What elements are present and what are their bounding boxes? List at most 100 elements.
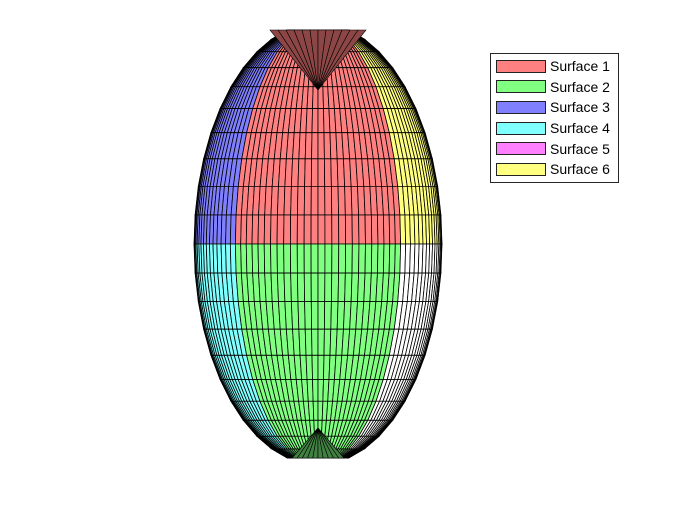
cap-face — [317, 29, 367, 91]
surface-face — [312, 379, 319, 402]
surface-face — [330, 272, 339, 303]
surface-face — [338, 214, 346, 245]
surface-face — [347, 448, 366, 459]
surface-face — [283, 185, 292, 216]
surface-face — [276, 243, 285, 274]
surface-face — [303, 272, 312, 303]
legend-entry: Surface 2 — [491, 77, 618, 98]
surface-face — [312, 400, 319, 421]
surface-face — [303, 185, 312, 216]
surface-face — [290, 185, 299, 216]
surface-face — [377, 243, 385, 274]
surface-face — [351, 243, 360, 274]
surface-face — [303, 243, 312, 274]
surface-face — [377, 214, 385, 245]
surface-face — [344, 214, 353, 245]
surface-face — [310, 214, 319, 245]
top-cap — [269, 29, 367, 91]
surface-face — [245, 214, 254, 245]
surface-face — [310, 301, 319, 330]
surface-face — [305, 108, 313, 134]
surface-face — [317, 185, 326, 216]
legend-entry: Surface 6 — [491, 159, 618, 180]
legend: Surface 1 Surface 2 Surface 3 Surface 4 Surf… — [490, 53, 619, 183]
surface-face — [358, 243, 366, 274]
legend-label: Surface 6 — [550, 161, 610, 178]
surface-face — [317, 158, 326, 187]
surface-face — [297, 158, 306, 187]
surface-face — [337, 272, 346, 303]
surface-face — [297, 272, 306, 303]
surface-face — [312, 86, 319, 109]
surface-face — [364, 243, 373, 274]
surface-face — [296, 243, 305, 274]
legend-label: Surface 4 — [550, 120, 610, 137]
legend-swatch — [496, 162, 546, 176]
surface-face — [297, 301, 306, 330]
surface-face — [324, 272, 333, 303]
surface-faces — [193, 29, 443, 459]
surface-face — [283, 214, 292, 245]
surface-face — [351, 214, 360, 245]
surface-face — [317, 272, 326, 303]
surface-face — [283, 272, 292, 303]
surface-face — [311, 328, 319, 356]
legend-swatch — [496, 142, 546, 156]
surface-face — [304, 132, 313, 160]
surface-face — [317, 132, 325, 160]
surface-face — [317, 108, 325, 134]
surface-face — [257, 243, 266, 274]
legend-swatch — [496, 121, 546, 135]
surface-face — [296, 214, 305, 245]
surface-face — [263, 243, 272, 274]
legend-entry: Surface 4 — [491, 118, 618, 139]
surface-face — [310, 158, 319, 187]
surface-face — [305, 354, 313, 380]
surface-face — [324, 158, 332, 187]
surface-face — [331, 243, 340, 274]
surface-face — [330, 185, 339, 216]
legend-entry: Surface 3 — [491, 97, 618, 118]
surface-face — [276, 214, 285, 245]
surface-face — [338, 243, 346, 274]
legend-swatch — [496, 59, 546, 73]
surface-face — [257, 214, 266, 245]
surface-face — [311, 132, 319, 160]
surface-face — [370, 243, 379, 274]
surface-face — [382, 243, 391, 274]
surface-face — [358, 214, 366, 245]
surface-face — [283, 243, 292, 274]
legend-entry: Surface 1 — [491, 56, 618, 77]
surface-face — [324, 214, 333, 245]
surface-face — [251, 214, 259, 245]
surface-face — [344, 243, 353, 274]
surface-face — [270, 243, 278, 274]
surface-face — [331, 214, 340, 245]
surface-face — [297, 185, 306, 216]
surface-face — [324, 243, 333, 274]
surface-face — [337, 185, 346, 216]
legend-label: Surface 1 — [550, 58, 610, 75]
surface-face — [382, 214, 391, 245]
surface-face — [317, 214, 326, 245]
surface-face — [245, 243, 254, 274]
surface-face — [310, 185, 319, 216]
surface-face — [290, 243, 298, 274]
legend-label: Surface 5 — [550, 140, 610, 157]
surface-face — [290, 272, 299, 303]
surface-face — [317, 328, 325, 356]
surface-face — [370, 214, 379, 245]
surface-face — [324, 185, 333, 216]
surface-face — [270, 214, 278, 245]
surface-face — [317, 301, 326, 330]
surface-face — [304, 158, 312, 187]
legend-swatch — [496, 80, 546, 94]
surface-face — [364, 214, 373, 245]
surface-face — [324, 301, 332, 330]
surface-face — [303, 214, 312, 245]
legend-label: Surface 2 — [550, 78, 610, 95]
surface-face — [311, 354, 319, 380]
surface-face — [304, 301, 312, 330]
